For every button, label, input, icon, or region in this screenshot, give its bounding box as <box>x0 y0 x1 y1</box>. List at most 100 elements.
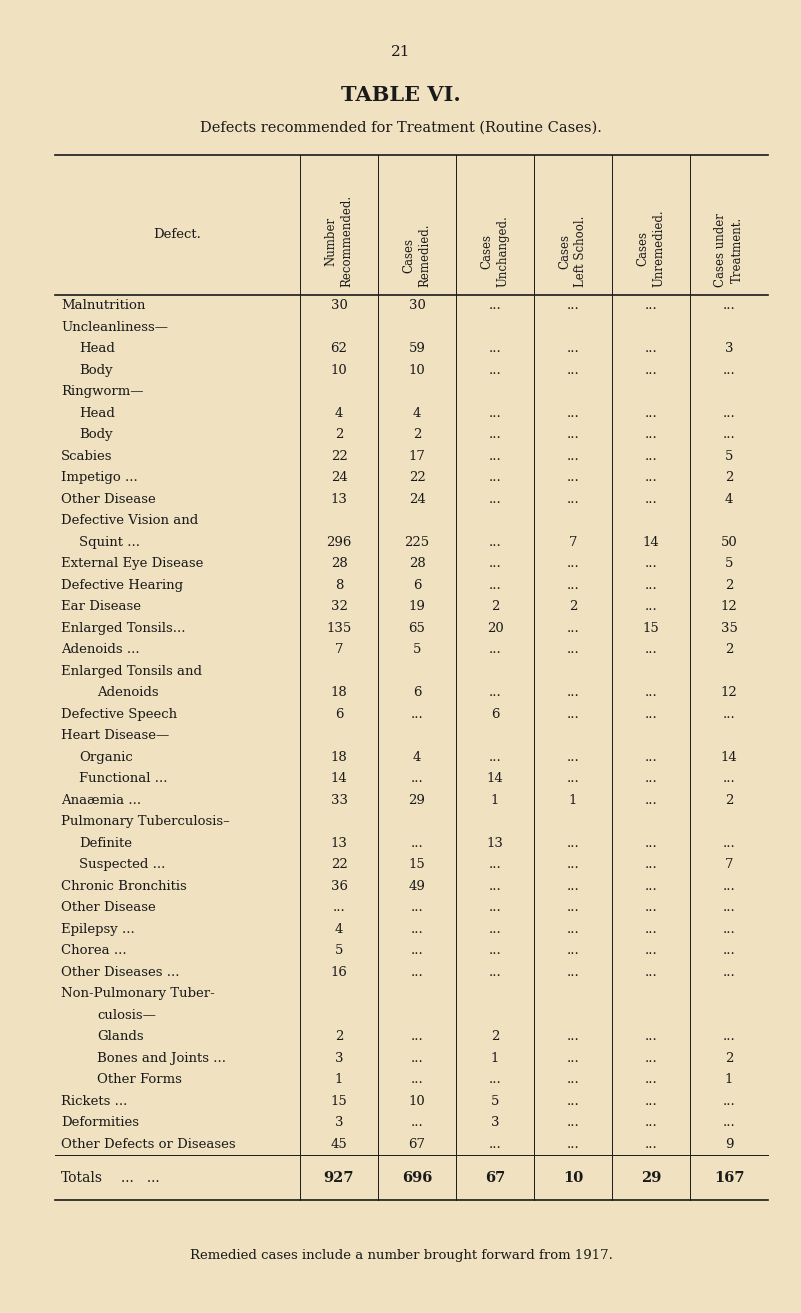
Text: 4: 4 <box>413 407 421 420</box>
Text: ...: ... <box>411 1116 424 1129</box>
Text: 29: 29 <box>409 794 425 806</box>
Text: 15: 15 <box>409 859 425 872</box>
Text: ...: ... <box>723 966 735 978</box>
Text: ...: ... <box>645 579 658 592</box>
Text: ...: ... <box>489 407 501 420</box>
Text: 10: 10 <box>409 364 425 377</box>
Text: Chronic Bronchitis: Chronic Bronchitis <box>61 880 187 893</box>
Text: ...: ... <box>723 836 735 850</box>
Text: ...: ... <box>411 1031 424 1044</box>
Text: 67: 67 <box>409 1138 425 1150</box>
Text: Squint ...: Squint ... <box>79 536 140 549</box>
Text: 1: 1 <box>335 1073 343 1086</box>
Text: Non-Pulmonary Tuber-: Non-Pulmonary Tuber- <box>61 987 215 1001</box>
Text: 49: 49 <box>409 880 425 893</box>
Text: ...: ... <box>489 364 501 377</box>
Text: ...: ... <box>645 859 658 872</box>
Text: 30: 30 <box>409 299 425 312</box>
Text: ...: ... <box>645 923 658 936</box>
Text: ...: ... <box>723 880 735 893</box>
Text: ...: ... <box>723 299 735 312</box>
Text: ...: ... <box>411 836 424 850</box>
Text: ...: ... <box>489 944 501 957</box>
Text: 696: 696 <box>402 1170 433 1184</box>
Text: ...: ... <box>723 428 735 441</box>
Text: ...: ... <box>332 901 345 914</box>
Text: ...: ... <box>489 859 501 872</box>
Text: ...: ... <box>489 1138 501 1150</box>
Text: 7: 7 <box>725 859 733 872</box>
Text: Other Disease: Other Disease <box>61 492 155 506</box>
Text: ...: ... <box>489 343 501 356</box>
Text: Other Forms: Other Forms <box>97 1073 182 1086</box>
Text: ...: ... <box>489 966 501 978</box>
Text: ...: ... <box>723 1095 735 1108</box>
Text: 9: 9 <box>725 1138 733 1150</box>
Text: ...: ... <box>489 299 501 312</box>
Text: ...: ... <box>645 944 658 957</box>
Text: ...: ... <box>723 923 735 936</box>
Text: 24: 24 <box>331 471 348 484</box>
Text: 4: 4 <box>335 407 343 420</box>
Text: ...: ... <box>566 450 579 462</box>
Text: Anaæmia ...: Anaæmia ... <box>61 794 141 806</box>
Text: 1: 1 <box>569 794 578 806</box>
Text: 10: 10 <box>563 1170 583 1184</box>
Text: Ringworm—: Ringworm— <box>61 385 143 398</box>
Text: 29: 29 <box>641 1170 661 1184</box>
Text: Head: Head <box>79 407 115 420</box>
Text: ...: ... <box>645 364 658 377</box>
Text: ...: ... <box>566 751 579 764</box>
Text: Other Disease: Other Disease <box>61 901 155 914</box>
Text: Defective Speech: Defective Speech <box>61 708 177 721</box>
Text: Deformities: Deformities <box>61 1116 139 1129</box>
Text: Rickets ...: Rickets ... <box>61 1095 127 1108</box>
Text: ...: ... <box>645 428 658 441</box>
Text: Chorea ...: Chorea ... <box>61 944 127 957</box>
Text: ...   ...: ... ... <box>121 1170 159 1184</box>
Text: ...: ... <box>645 343 658 356</box>
Text: Impetigo ...: Impetigo ... <box>61 471 138 484</box>
Text: Defects recommended for Treatment (Routine Cases).: Defects recommended for Treatment (Routi… <box>200 121 602 135</box>
Text: 22: 22 <box>409 471 425 484</box>
Text: Heart Disease—: Heart Disease— <box>61 729 169 742</box>
Text: ...: ... <box>723 772 735 785</box>
Text: ...: ... <box>645 1138 658 1150</box>
Text: 59: 59 <box>409 343 425 356</box>
Text: 28: 28 <box>331 557 348 570</box>
Text: ...: ... <box>566 1031 579 1044</box>
Text: ...: ... <box>489 579 501 592</box>
Text: ...: ... <box>645 407 658 420</box>
Text: Organic: Organic <box>79 751 133 764</box>
Text: 1: 1 <box>491 1052 499 1065</box>
Text: 2: 2 <box>569 600 578 613</box>
Text: ...: ... <box>566 859 579 872</box>
Text: 30: 30 <box>331 299 348 312</box>
Text: Cases under
Treatment.: Cases under Treatment. <box>714 213 743 288</box>
Text: Enlarged Tonsils and: Enlarged Tonsils and <box>61 664 202 678</box>
Text: 65: 65 <box>409 622 425 634</box>
Text: 14: 14 <box>642 536 659 549</box>
Text: ...: ... <box>645 1095 658 1108</box>
Text: 17: 17 <box>409 450 425 462</box>
Text: 5: 5 <box>413 643 421 656</box>
Text: 6: 6 <box>335 708 344 721</box>
Text: Remedied cases include a number brought forward from 1917.: Remedied cases include a number brought … <box>190 1249 613 1262</box>
Text: 4: 4 <box>725 492 733 506</box>
Text: ...: ... <box>723 708 735 721</box>
Text: Suspected ...: Suspected ... <box>79 859 165 872</box>
Text: 135: 135 <box>326 622 352 634</box>
Text: ...: ... <box>566 966 579 978</box>
Text: 2: 2 <box>491 600 499 613</box>
Text: 67: 67 <box>485 1170 505 1184</box>
Text: 13: 13 <box>331 836 348 850</box>
Text: ...: ... <box>411 1052 424 1065</box>
Text: ...: ... <box>645 471 658 484</box>
Text: ...: ... <box>645 966 658 978</box>
Text: 12: 12 <box>721 687 738 700</box>
Text: External Eye Disease: External Eye Disease <box>61 557 203 570</box>
Text: Ear Disease: Ear Disease <box>61 600 141 613</box>
Text: ...: ... <box>566 428 579 441</box>
Text: 7: 7 <box>569 536 578 549</box>
Text: Cases
Left School.: Cases Left School. <box>558 215 587 288</box>
